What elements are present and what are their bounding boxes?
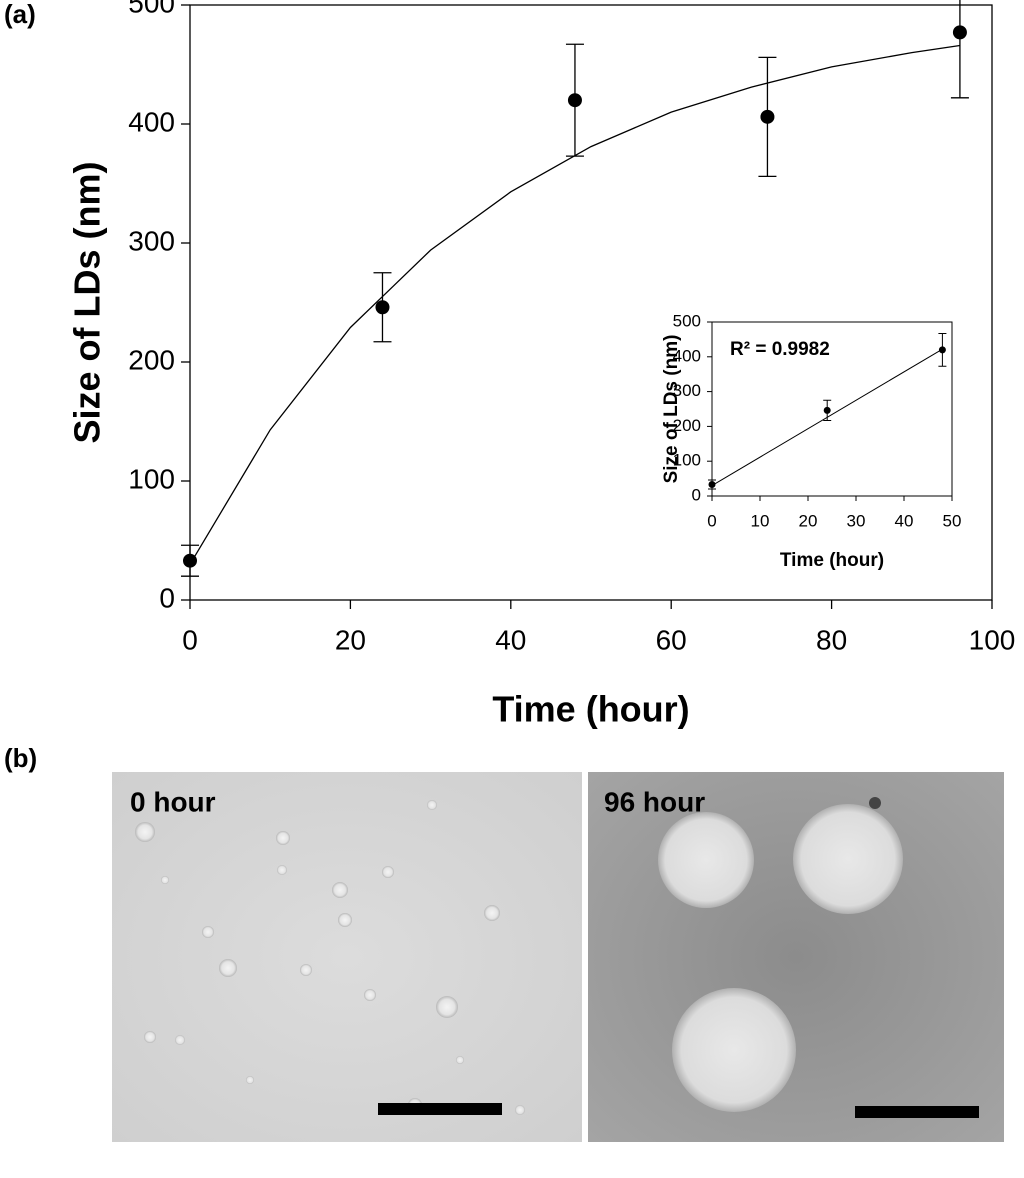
inset-background	[712, 322, 952, 496]
droplet	[672, 988, 796, 1112]
y-tick-label: 300	[128, 225, 175, 256]
y-tick-label: 500	[673, 311, 701, 330]
speck	[869, 797, 881, 809]
y-tick-label: 0	[159, 582, 175, 613]
droplet	[658, 812, 754, 908]
error-bar	[950, 0, 969, 99]
x-tick-label: 40	[495, 624, 526, 655]
image-label: 96 hour	[604, 786, 705, 817]
micrograph: 96 hour	[588, 772, 1004, 1142]
y-tick-label: 300	[673, 381, 701, 400]
fit-curve	[189, 44, 961, 565]
data-point	[708, 481, 716, 489]
y-tick-label: 0	[692, 485, 701, 504]
data-point	[760, 109, 775, 124]
scale-bar	[378, 1103, 502, 1115]
y-axis-title: Size of LDs (nm)	[67, 161, 108, 443]
scale-bar	[855, 1106, 979, 1118]
panel-label: (b)	[4, 743, 37, 773]
y-tick-label: 200	[673, 416, 701, 435]
data-point	[823, 406, 831, 414]
annotation: R² = 0.9982	[730, 339, 830, 360]
x-tick-label: 0	[707, 511, 716, 530]
droplet	[793, 804, 903, 914]
y-axis-title: Size of LDs (nm)	[661, 335, 682, 484]
x-tick-label: 80	[816, 624, 847, 655]
plot-frame	[189, 4, 993, 601]
x-tick-label: 40	[895, 511, 914, 530]
y-tick-label: 100	[128, 463, 175, 494]
x-tick-label: 60	[656, 624, 687, 655]
x-axis-title: Time (hour)	[780, 550, 884, 571]
panel-label: (a)	[4, 0, 36, 29]
y-tick-label: 200	[128, 344, 175, 375]
x-axis-title: Time (hour)	[492, 689, 689, 730]
x-tick-label: 50	[943, 511, 962, 530]
image-background	[588, 772, 1004, 1142]
y-tick-label: 400	[128, 106, 175, 137]
data-point	[938, 346, 946, 354]
y-tick-label: 500	[128, 0, 175, 18]
y-tick-label: 100	[673, 451, 701, 470]
data-point	[183, 553, 197, 568]
data-point	[567, 93, 582, 108]
y-tick-label: 400	[673, 346, 701, 365]
plot-frame	[711, 321, 953, 497]
data-point	[375, 300, 390, 315]
x-tick-label: 30	[847, 511, 866, 530]
image-background	[112, 772, 582, 1142]
x-tick-label: 20	[335, 624, 366, 655]
micrograph: 0 hour	[112, 772, 582, 1142]
x-tick-label: 10	[751, 511, 770, 530]
x-tick-label: 100	[969, 624, 1016, 655]
x-tick-label: 20	[799, 511, 818, 530]
data-point	[952, 25, 967, 40]
image-label: 0 hour	[130, 786, 216, 817]
x-tick-label: 0	[182, 624, 198, 655]
